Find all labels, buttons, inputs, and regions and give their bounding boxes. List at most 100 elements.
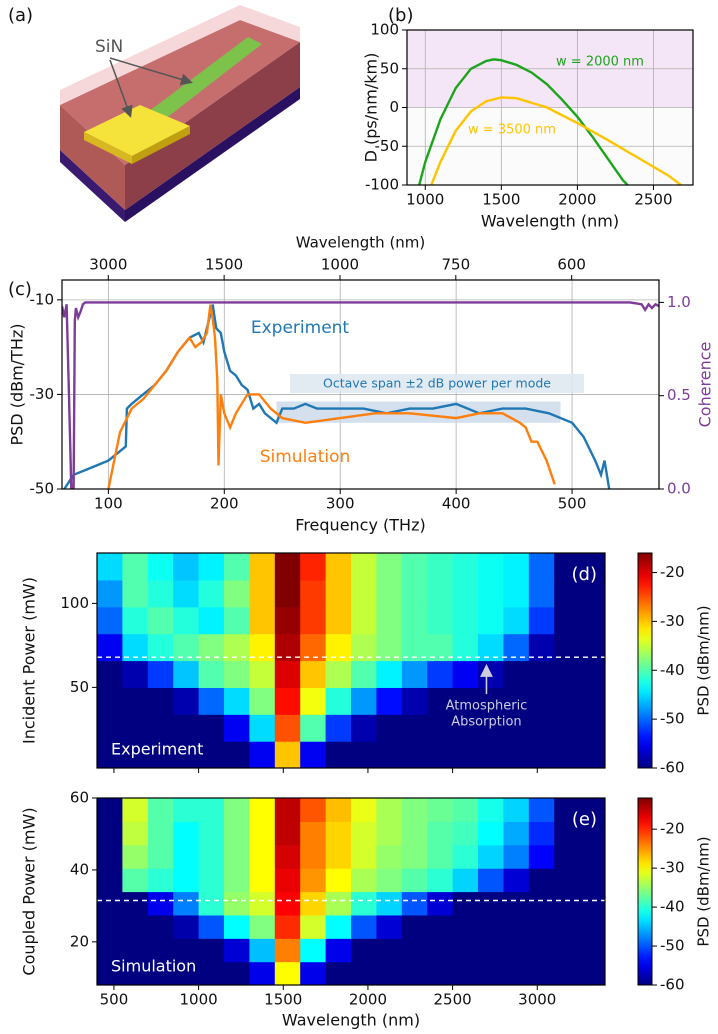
heatmap-cell	[427, 914, 454, 939]
heatmap-cell	[376, 891, 403, 916]
heatmap-cell	[224, 938, 250, 963]
heatmap-cell	[452, 868, 479, 893]
y-tick-label: 50	[380, 59, 399, 77]
heatmap-cell	[452, 660, 479, 688]
x-tick-label: 2000	[558, 191, 596, 209]
heatmap-cell	[401, 938, 428, 963]
heatmap-cell	[503, 714, 530, 742]
heatmap-cell	[173, 821, 200, 846]
heatmap-cell	[274, 553, 301, 581]
heatmap-cell	[528, 660, 555, 688]
heatmap-cell	[198, 579, 225, 608]
heatmap-cell	[198, 660, 225, 688]
heatmap-cell	[97, 687, 123, 715]
heatmap-cell	[401, 741, 428, 768]
heatmap-cell	[351, 844, 377, 869]
x-tick-label: 200	[210, 495, 239, 513]
heatmap-cell	[97, 798, 123, 822]
heatmap-cell	[528, 844, 555, 869]
heatmap-cell	[478, 961, 504, 985]
heatmap-cell	[376, 741, 403, 768]
heatmap-cell	[478, 914, 504, 939]
colorbar-tick-label: -40	[660, 661, 685, 679]
heatmap-cell	[274, 914, 301, 939]
y-axis-label: Incident Power (mW)	[20, 577, 39, 744]
heatmap-cell	[452, 553, 479, 581]
heatmap-cell	[224, 606, 250, 635]
y-tick-label: -30	[30, 385, 55, 403]
heatmap-cell	[147, 868, 174, 893]
heatmap-cell	[274, 606, 301, 635]
arrow	[109, 59, 133, 118]
heatmap-cell	[427, 741, 454, 768]
heatmap-cell	[300, 844, 327, 869]
heatmap-cell	[300, 798, 327, 822]
line	[63, 304, 611, 489]
heatmap-cell	[427, 891, 454, 916]
panel: 500 1000 1500 2000 2500 3000 20 40 60 (e) Simulati…	[20, 789, 713, 1030]
heatmap-cell	[300, 821, 327, 846]
annotation: Atmospheric	[446, 699, 528, 714]
heatmap-cell	[198, 633, 225, 662]
cladding-right	[125, 42, 300, 210]
sin-waveguide	[140, 37, 262, 126]
heatmap-cell	[351, 961, 377, 985]
heatmap-cell	[401, 553, 428, 581]
x2-tick-label: 600	[557, 256, 586, 274]
x2-tick-label: 1500	[205, 256, 243, 274]
heatmap-cell	[224, 687, 250, 715]
colorbar-tick-label: -50	[660, 937, 685, 955]
panel-label: (e)	[572, 809, 597, 830]
heatmap-cell	[452, 961, 479, 985]
heatmap-cell	[97, 821, 123, 846]
heatmap-cell	[478, 938, 504, 963]
heatmap-cell	[351, 798, 377, 822]
heatmap-cell	[147, 891, 174, 916]
heatmap-cell	[224, 714, 250, 742]
axes-frame	[96, 797, 606, 986]
series-label: Simulation	[260, 447, 351, 467]
y2-tick-label: 1.0	[667, 293, 691, 311]
heatmap-cell	[427, 821, 454, 846]
x-tick-label: 1500	[482, 191, 520, 209]
y-tick-label: 20	[70, 932, 89, 950]
heatmap-cell	[503, 660, 530, 688]
heatmap-cell	[198, 741, 225, 768]
heatmap-cell	[452, 741, 479, 768]
sin-pad-side	[132, 126, 190, 164]
heatmap-cell	[376, 938, 403, 963]
heatmap-cell	[274, 961, 301, 985]
heatmap-cell	[274, 798, 301, 822]
heatmap-cell	[528, 821, 555, 846]
x-tick-label: 100	[94, 495, 123, 513]
heatmap-cell	[300, 553, 327, 581]
heatmap-cell	[147, 961, 174, 985]
heatmap-cell	[122, 579, 149, 608]
heatmap-cell	[351, 868, 377, 893]
heatmap-cell	[401, 660, 428, 688]
heatmap-cell	[503, 606, 530, 635]
x2-tick-label: 750	[441, 256, 470, 274]
heatmap-cell	[427, 660, 454, 688]
y-axis-label: Coupled Power (mW)	[20, 807, 39, 975]
heatmap-cell	[97, 891, 123, 916]
heatmap-cell	[300, 961, 327, 985]
y2-axis-label: Coherence	[696, 342, 715, 428]
heatmap-cell	[427, 844, 454, 869]
heatmap-cell	[579, 938, 605, 963]
heatmap-cell	[427, 687, 454, 715]
x-tick-label: 2000	[349, 991, 387, 1009]
heatmap-cell	[173, 579, 200, 608]
heatmap-cell	[147, 914, 174, 939]
heatmap-cell	[554, 553, 581, 581]
heatmap-cell	[249, 741, 276, 768]
panel-label: (a)	[8, 5, 33, 26]
heatmap-cell	[427, 714, 454, 742]
heatmap-cell	[325, 798, 352, 822]
heatmap-cell	[249, 821, 276, 846]
colorbar-tick-label: -20	[660, 820, 685, 838]
heatmap-cell	[528, 687, 555, 715]
heatmap-cell	[147, 821, 174, 846]
heatmap-cell	[351, 660, 377, 688]
y-tick-label: 40	[70, 860, 89, 878]
